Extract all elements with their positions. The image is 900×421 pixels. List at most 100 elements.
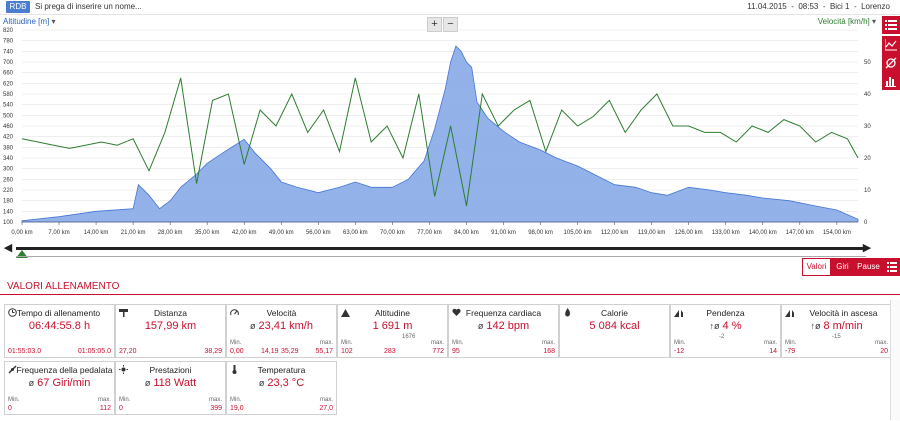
x-tick-label: 56,00 km (306, 230, 331, 236)
scroll-track[interactable] (16, 247, 866, 250)
y-right-tick-label: 50 (864, 60, 871, 66)
zoom-out-button[interactable]: − (443, 17, 458, 32)
x-tick-label: 147,00 km (786, 230, 814, 236)
card-min-value: 27,20 (119, 348, 137, 355)
tab-pauses[interactable]: Pause (854, 258, 883, 276)
card-value-text: 23,3 °C (267, 377, 305, 389)
vertical-scrollbar[interactable] (890, 300, 900, 420)
distance-icon (119, 309, 128, 317)
card-value: 1 691 m (372, 320, 413, 332)
y-left-tick-label: 820 (3, 28, 14, 34)
card-value-text: 23,41 km/h (258, 320, 313, 332)
tab-laps[interactable]: Giri (830, 258, 855, 276)
x-tick-label: 133,00 km (712, 230, 740, 236)
card-title: Frequenza cardiaca (465, 308, 542, 318)
line-chart-icon (885, 39, 897, 51)
card-value: ø 23,3 °C (227, 377, 336, 389)
top-bar: RDB Si prega di inserire un nome... 11.0… (0, 0, 900, 15)
card-min-value: 01:55:03.0 (8, 348, 42, 355)
average-button[interactable] (882, 54, 900, 72)
y-left-tick-label: 340 (3, 156, 14, 162)
bar-chart-button[interactable] (882, 72, 900, 90)
separator: - (822, 2, 826, 11)
card-speed: Velocità ø 23,41 km/h Min. max. 0,00 14,1… (226, 304, 337, 358)
y-right-tick-label: 0 (864, 220, 868, 226)
chart-button[interactable] (882, 36, 900, 54)
card-max-label: max. (763, 340, 777, 346)
card-max-value: 168 (543, 348, 555, 355)
training-time: 08:53 (798, 2, 819, 11)
scroll-left-button[interactable]: ◀ (3, 242, 13, 254)
card-min-label: Min. (341, 340, 353, 346)
card-value: ø 23,41 km/h (227, 320, 336, 332)
y-left-tick-label: 500 (3, 113, 14, 119)
tab-values[interactable]: Valori (802, 258, 831, 276)
x-tick-label: 7,00 km (48, 230, 69, 236)
card-title: Tempo di allenamento (17, 308, 101, 318)
y-left-tick-label: 780 (3, 39, 14, 45)
x-tick-label: 77,00 km (417, 230, 442, 236)
card-max-value: 14 (769, 348, 777, 355)
x-tick-label: 63,00 km (343, 230, 368, 236)
list-icon (886, 262, 897, 272)
card-title: Pendenza (706, 308, 745, 318)
x-tick-label: 42,00 km (232, 230, 257, 236)
y-right-tick-label: 20 (864, 156, 871, 162)
training-date: 11.04.2015 (747, 2, 787, 11)
card-min-value: -79 (785, 348, 796, 355)
training-chart[interactable]: 8207807407006606205805405004604203803403… (0, 14, 880, 240)
card-title: Frequenza della pedalata (16, 365, 113, 375)
y-left-tick-label: 140 (3, 209, 14, 215)
left-axis-selector[interactable]: Altitudine [m] ▾ (3, 17, 56, 26)
y-left-tick-label: 380 (3, 145, 14, 151)
y-left-tick-label: 300 (3, 167, 14, 173)
training-name-field[interactable]: Si prega di inserire un nome... (35, 2, 142, 11)
card-max-label: max. (430, 340, 444, 346)
card-mid-value: 35,29 (281, 348, 299, 355)
card-heart-rate: Frequenza cardiaca ø 142 bpm Min. max. 95… (448, 304, 559, 358)
pedal-icon (8, 365, 17, 374)
chevron-down-icon: ▾ (51, 17, 56, 26)
rdb-badge[interactable]: RDB (6, 1, 30, 13)
card-min-value: 0 (119, 405, 123, 412)
y-right-tick-label: 30 (864, 124, 871, 130)
card-distance: Distanza 157,99 km 27,20 38,29 (115, 304, 226, 358)
clock-icon (8, 308, 17, 317)
card-max-label: max. (319, 397, 333, 403)
x-tick-label: 35,00 km (195, 230, 220, 236)
card-value: ø 118 Watt (116, 377, 225, 389)
x-tick-label: 98,00 km (528, 230, 553, 236)
y-left-tick-label: 260 (3, 177, 14, 183)
card-sub-value: -15 (832, 334, 841, 340)
separator: - (791, 2, 794, 11)
climb-icon (785, 310, 794, 317)
card-mid-value: 283 (384, 348, 396, 355)
card-max-value: 55,17 (315, 348, 333, 355)
y-right-tick-label: 40 (864, 92, 871, 98)
card-title: Velocità in ascesa (809, 308, 878, 318)
right-axis-selector[interactable]: Velocità [km/h] ▾ (818, 17, 876, 26)
card-min-value: -12 (674, 348, 685, 355)
card-power: Prestazioni ø 118 Watt Min. max. 0 399 (115, 361, 226, 415)
left-axis-label: Altitudine [m] (3, 17, 50, 26)
list-view-button[interactable] (882, 16, 900, 34)
zoom-in-button[interactable]: + (427, 17, 442, 32)
average-icon: ø (144, 378, 151, 388)
x-tick-label: 126,00 km (675, 230, 703, 236)
card-value: ↑ø 4 % (671, 320, 780, 332)
card-cadence: Frequenza della pedalata ø 67 Giri/min Mi… (4, 361, 115, 415)
separator: - (853, 2, 857, 11)
y-left-tick-label: 700 (3, 60, 14, 66)
y-right-tick-label: 10 (864, 188, 871, 194)
scroll-right-button[interactable]: ▶ (862, 242, 872, 254)
card-min-label: Min. (674, 340, 686, 346)
card-min-label: Min. (785, 340, 797, 346)
y-left-tick-label: 580 (3, 92, 14, 98)
card-min-value: 95 (452, 348, 460, 355)
average-icon: ø (250, 321, 256, 331)
x-tick-label: 91,00 km (491, 230, 516, 236)
slope-icon (674, 310, 683, 317)
list-view-toggle[interactable] (882, 258, 900, 276)
y-left-tick-label: 460 (3, 124, 14, 130)
card-temperature: Temperatura ø 23,3 °C Min. max. 19,0 27,0 (226, 361, 337, 415)
